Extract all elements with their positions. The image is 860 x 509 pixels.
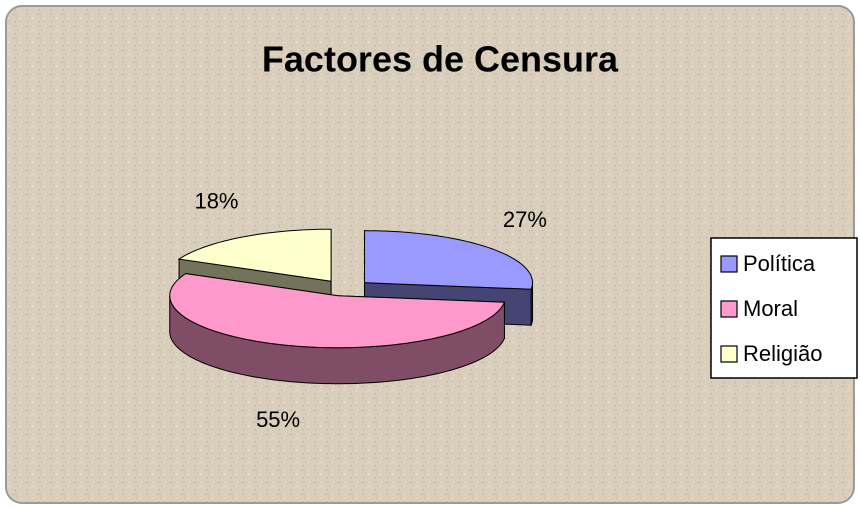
data-label: 18% xyxy=(194,188,238,213)
pie: 27% 55% 18% xyxy=(169,188,547,432)
data-label: 27% xyxy=(503,207,547,232)
slice-top xyxy=(169,273,506,349)
legend-label: Política xyxy=(743,251,816,276)
data-label: 55% xyxy=(256,407,300,432)
legend-label: Moral xyxy=(743,296,798,321)
legend-items: Política Moral Religião xyxy=(720,251,823,366)
legend-swatch xyxy=(720,300,738,318)
slice-top xyxy=(177,228,332,282)
chart-title: Factores de Censura xyxy=(262,39,619,80)
legend-swatch xyxy=(720,255,738,273)
slice-top xyxy=(364,230,534,290)
legend-label: Religião xyxy=(743,341,823,366)
legend-swatch xyxy=(720,345,738,363)
